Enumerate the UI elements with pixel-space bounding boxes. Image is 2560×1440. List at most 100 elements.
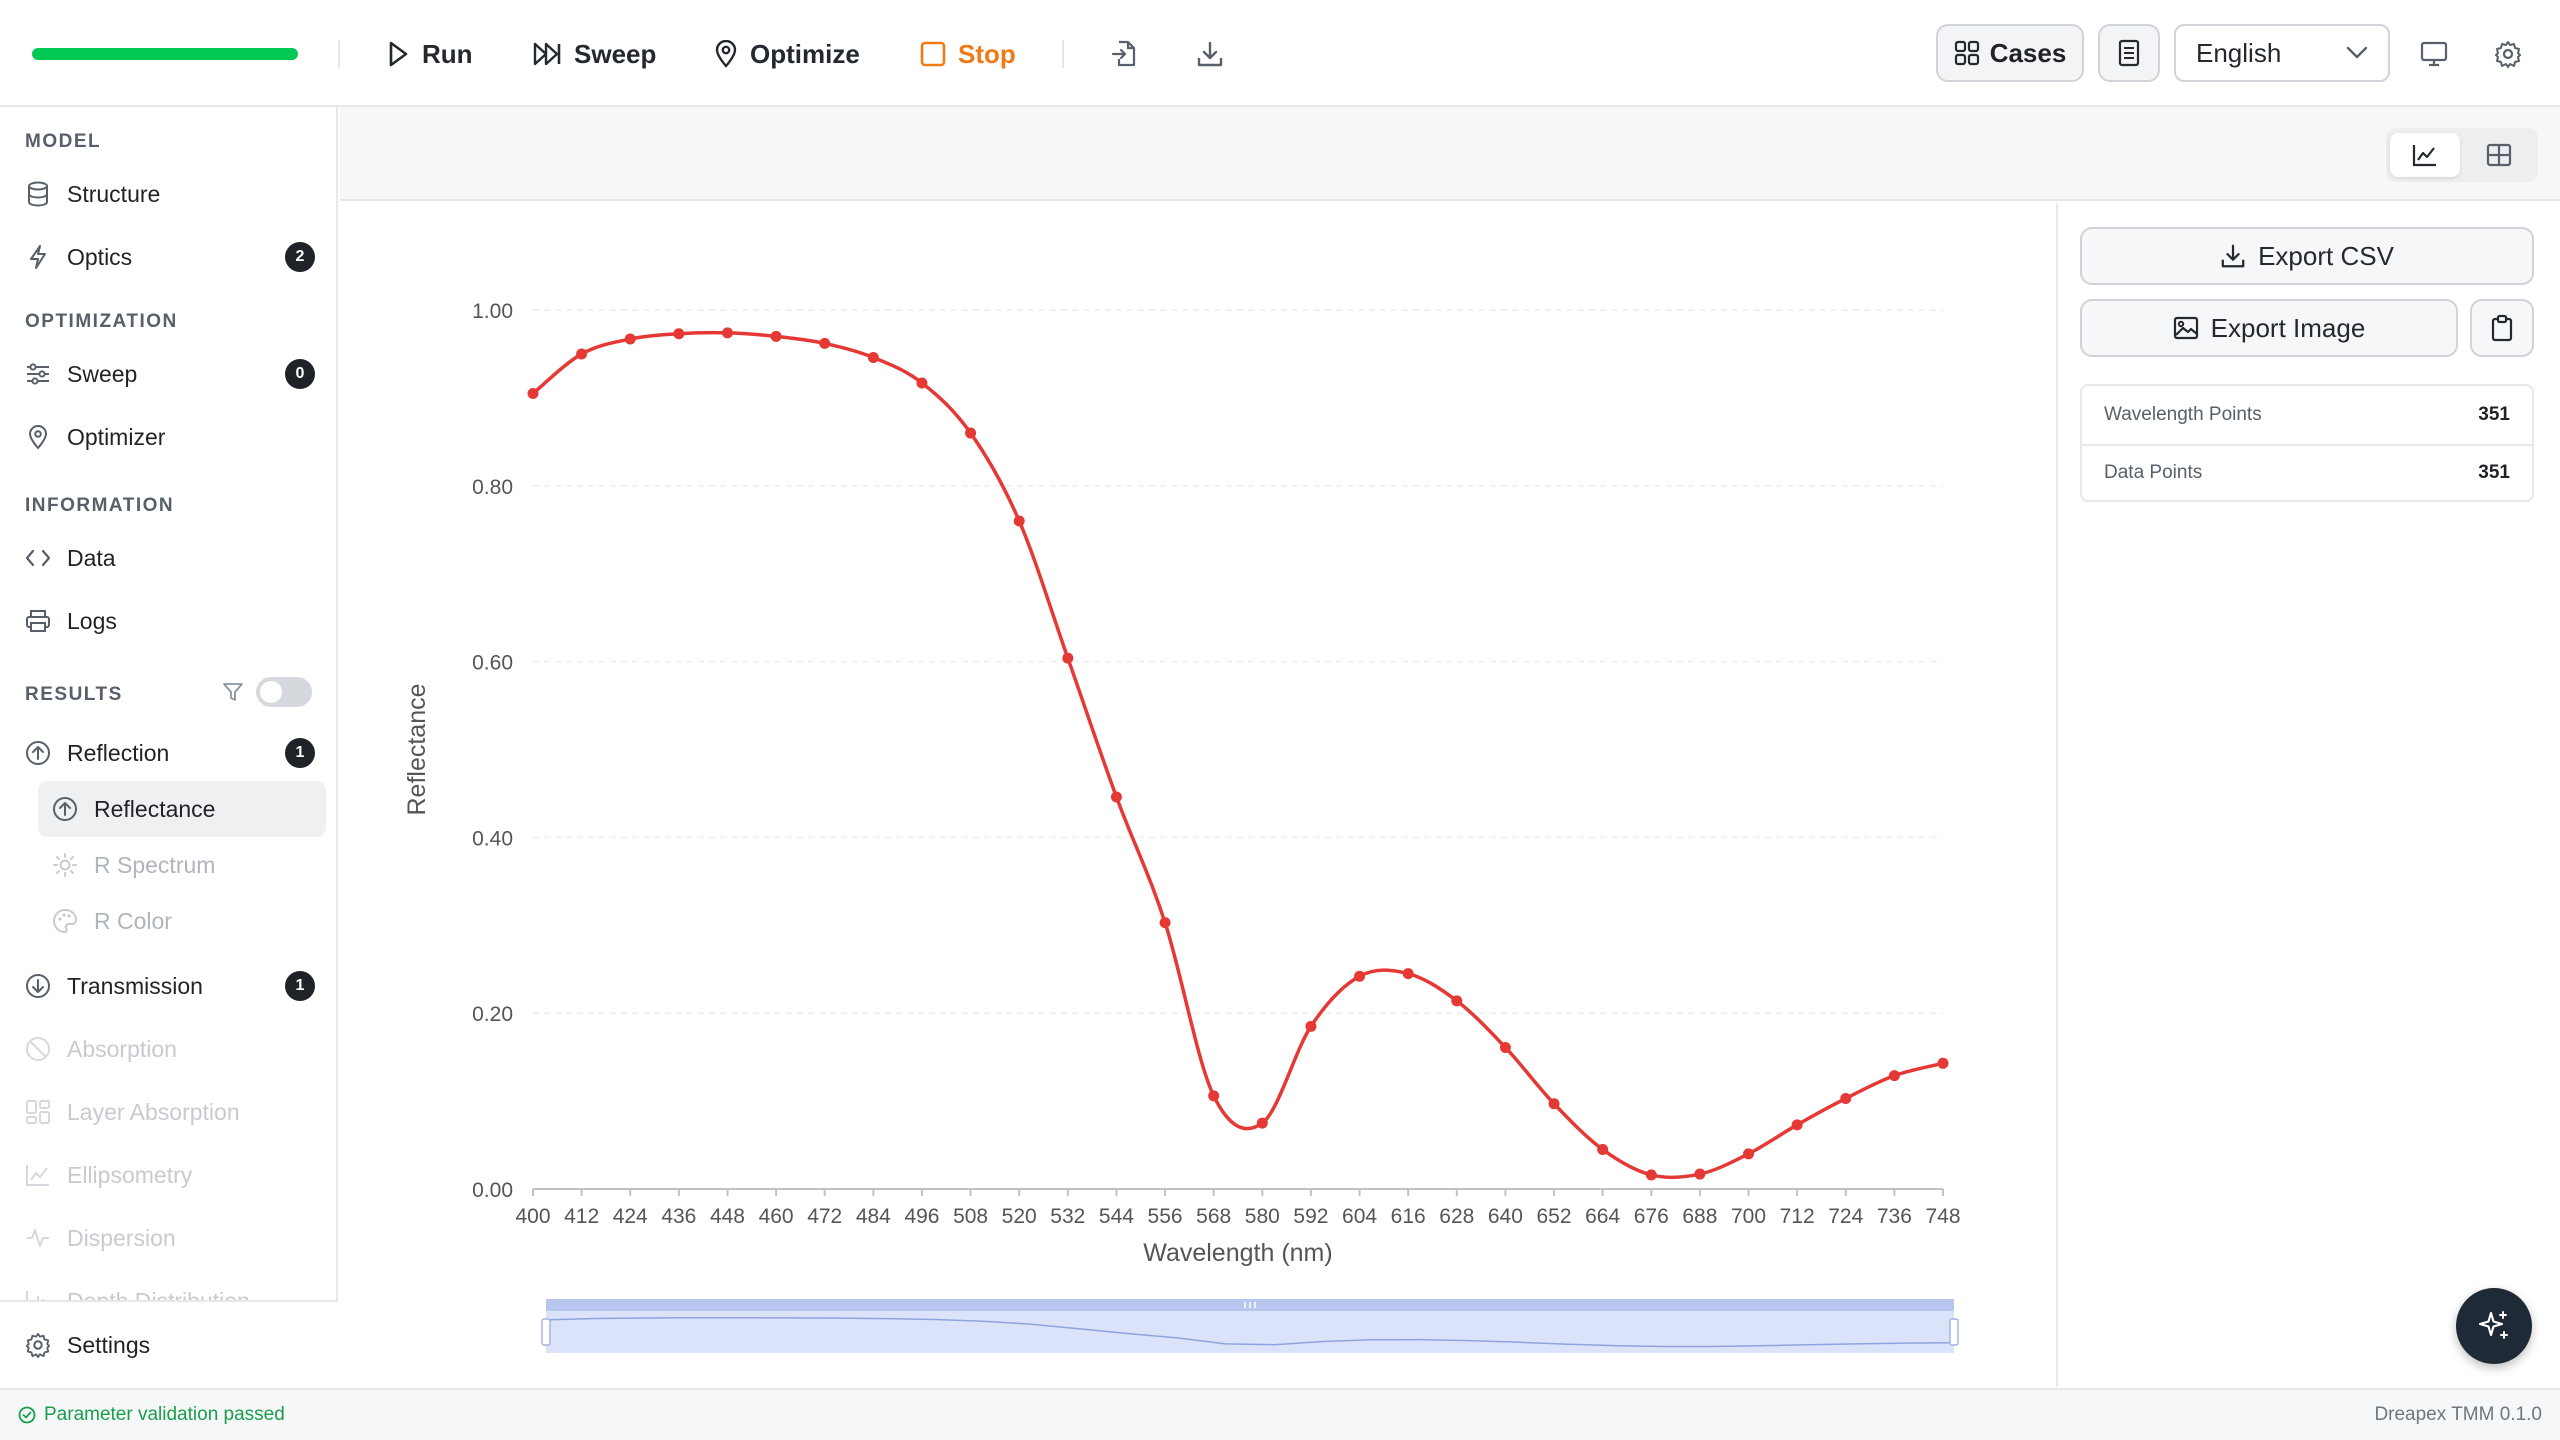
display-button[interactable]: [2414, 34, 2454, 74]
x-tick-label: 556: [1148, 1205, 1183, 1228]
sidebar-item-optics[interactable]: Optics 2: [25, 232, 315, 282]
data-point[interactable]: [1305, 1020, 1317, 1032]
data-point[interactable]: [1597, 1143, 1609, 1155]
zoom-slider[interactable]: [541, 1299, 1959, 1353]
sidebar-item-layer-absorption[interactable]: Layer Absorption: [25, 1087, 315, 1137]
zoom-handle-left[interactable]: [541, 1318, 551, 1346]
import-button[interactable]: [1104, 34, 1144, 74]
document-icon: [2117, 39, 2141, 67]
data-point[interactable]: [916, 377, 928, 389]
download-button[interactable]: [1190, 34, 1230, 74]
play-icon: [386, 40, 410, 68]
data-point[interactable]: [1548, 1098, 1560, 1110]
data-point[interactable]: [867, 351, 879, 363]
sidebar-item-optimizer[interactable]: Optimizer: [25, 412, 315, 462]
data-point[interactable]: [1645, 1169, 1657, 1181]
code-icon: [25, 545, 51, 571]
data-point[interactable]: [1888, 1070, 1900, 1082]
y-tick-label: 1.00: [472, 300, 513, 323]
chevron-down-icon: [2346, 46, 2368, 60]
progress-bar: [32, 48, 298, 60]
sun-icon: [52, 852, 78, 878]
x-axis-label: Wavelength (nm): [1143, 1239, 1332, 1267]
file-import-icon: [1110, 39, 1138, 69]
x-tick-label: 604: [1342, 1205, 1377, 1228]
table-icon: [2485, 142, 2513, 168]
results-filter-toggle[interactable]: [256, 677, 312, 707]
filter-icon[interactable]: [222, 681, 244, 703]
data-point[interactable]: [965, 427, 977, 439]
sparkles-icon: [2476, 1308, 2512, 1344]
results-header: [340, 107, 2560, 201]
data-point[interactable]: [1110, 791, 1122, 803]
data-point[interactable]: [770, 330, 782, 342]
data-point[interactable]: [673, 328, 685, 340]
x-tick-label: 676: [1634, 1205, 1669, 1228]
data-point[interactable]: [1013, 515, 1025, 527]
data-point[interactable]: [1694, 1168, 1706, 1180]
x-tick-label: 592: [1293, 1205, 1328, 1228]
check-circle-icon: [18, 1406, 36, 1424]
lightning-icon: [25, 244, 51, 270]
chart-view-button[interactable]: [2390, 133, 2460, 177]
toolbar-divider: [338, 40, 340, 68]
data-point[interactable]: [1256, 1117, 1268, 1129]
sweep-button[interactable]: Sweep: [532, 30, 656, 78]
data-point[interactable]: [721, 327, 733, 339]
reflectance-chart[interactable]: 0.00 0.20 0.40 0.60 0.80 1.00 400 412 424 436 448 4…: [340, 203, 2056, 1387]
export-image-button[interactable]: Export Image: [2080, 299, 2458, 357]
data-point[interactable]: [527, 388, 539, 400]
sidebar-item-data[interactable]: Data: [25, 533, 315, 583]
data-point[interactable]: [624, 333, 636, 345]
cases-button[interactable]: Cases: [1936, 24, 2084, 82]
activity-icon: [25, 1225, 51, 1251]
data-point[interactable]: [1402, 968, 1414, 980]
sidebar-settings[interactable]: Settings: [0, 1300, 338, 1388]
sidebar-subitem-r-spectrum[interactable]: R Spectrum: [38, 837, 326, 893]
sidebar-subitem-r-color[interactable]: R Color: [38, 893, 326, 949]
data-point[interactable]: [1743, 1148, 1755, 1160]
sidebar-item-dispersion[interactable]: Dispersion: [25, 1213, 315, 1263]
data-point[interactable]: [1062, 652, 1074, 664]
layout-icon: [25, 1099, 51, 1125]
sidebar-item-ellipsometry[interactable]: Ellipsometry: [25, 1150, 315, 1200]
copy-to-clipboard-button[interactable]: [2470, 299, 2534, 357]
data-point[interactable]: [1354, 970, 1366, 982]
line-chart-icon: [25, 1162, 51, 1188]
notes-button[interactable]: [2098, 24, 2160, 82]
zoom-handle-right[interactable]: [1949, 1318, 1959, 1346]
stop-button[interactable]: Stop: [920, 30, 1016, 78]
optimize-button[interactable]: Optimize: [714, 30, 860, 78]
database-icon: [25, 181, 51, 207]
gear-icon: [2494, 40, 2522, 68]
sidebar-item-reflection[interactable]: Reflection 1: [25, 728, 315, 778]
y-tick-label: 0.80: [472, 476, 513, 499]
data-point[interactable]: [1937, 1057, 1949, 1069]
data-point[interactable]: [576, 348, 588, 360]
x-tick-label: 412: [564, 1205, 599, 1228]
table-view-button[interactable]: [2464, 133, 2534, 177]
language-select[interactable]: English: [2174, 24, 2390, 82]
sidebar-item-sweep[interactable]: Sweep 0: [25, 349, 315, 399]
toolbar-divider: [1062, 40, 1064, 68]
map-pin-icon: [714, 40, 738, 68]
x-tick-label: 640: [1488, 1205, 1523, 1228]
settings-button[interactable]: [2488, 34, 2528, 74]
run-button[interactable]: Run: [386, 30, 473, 78]
export-csv-button[interactable]: Export CSV: [2080, 227, 2534, 285]
data-point[interactable]: [1499, 1041, 1511, 1053]
clipboard-icon: [2490, 314, 2514, 342]
sidebar-subitem-reflectance[interactable]: Reflectance: [38, 781, 326, 837]
data-point[interactable]: [1840, 1092, 1852, 1104]
sidebar-item-structure[interactable]: Structure: [25, 169, 315, 219]
sidebar-item-transmission[interactable]: Transmission 1: [25, 961, 315, 1011]
sidebar-item-logs[interactable]: Logs: [25, 596, 315, 646]
data-point[interactable]: [819, 337, 831, 349]
ai-assistant-button[interactable]: [2456, 1288, 2532, 1364]
sidebar-item-absorption[interactable]: Absorption: [25, 1024, 315, 1074]
data-point[interactable]: [1159, 917, 1171, 929]
data-point[interactable]: [1208, 1090, 1220, 1102]
data-point[interactable]: [1451, 995, 1463, 1007]
arrow-up-circle-icon: [52, 796, 78, 822]
data-point[interactable]: [1791, 1119, 1803, 1131]
